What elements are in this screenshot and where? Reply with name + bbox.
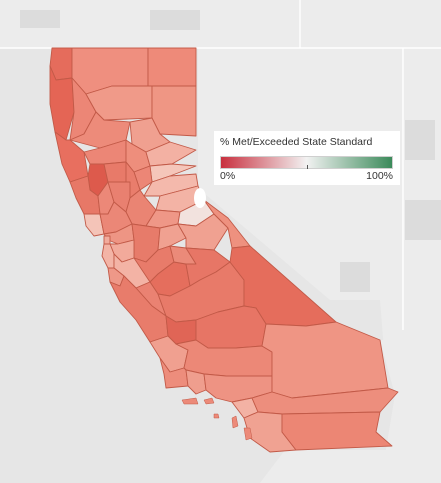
mexico-land [260,450,441,483]
island-shape [243,427,253,441]
county-sierra[interactable] [145,141,197,167]
county-tuolumne[interactable] [177,213,229,251]
legend-max-label: 100% [366,170,393,182]
county-marin[interactable] [83,213,105,237]
legend-color-ramp [220,156,393,169]
county-modoc[interactable] [147,47,197,87]
county-ventura[interactable] [185,369,207,395]
legend-midpoint-tick [306,165,308,169]
island-shape [231,415,239,429]
channel-islands [181,397,253,441]
oregon-land [0,0,441,48]
legend-min-label: 0% [220,170,236,182]
county-layer[interactable] [49,47,399,453]
nevada-land [198,48,441,350]
island-shape [203,397,215,405]
neighbor-county-shading [20,10,441,292]
county-mendocino[interactable] [54,131,89,183]
arizona-land [380,340,441,483]
island-shape [213,413,220,419]
county-humboldt[interactable] [49,65,75,141]
county-imperial[interactable] [281,411,393,451]
map-legend: % Met/Exceeded State Standard 0% 100% [214,131,400,185]
island-shape [181,397,199,405]
county-lassen[interactable] [151,85,197,137]
county-san-francisco[interactable] [103,235,111,245]
lake-tahoe [194,188,206,208]
legend-title: % Met/Exceeded State Standard [220,136,373,148]
county-calaveras[interactable] [157,223,187,251]
